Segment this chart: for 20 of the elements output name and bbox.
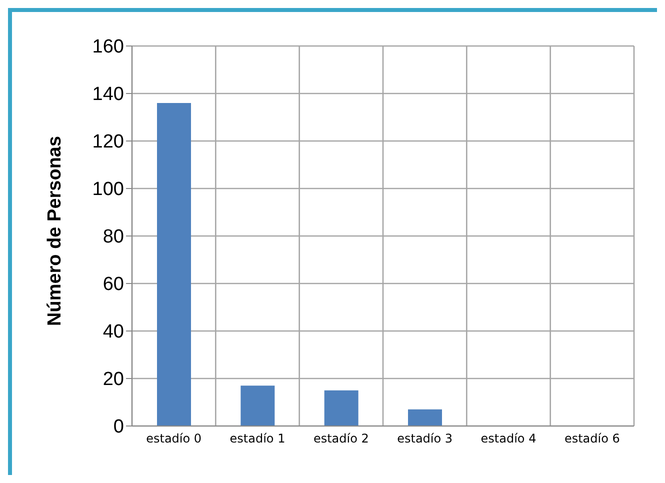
y-tick-label: 80 — [102, 226, 124, 248]
x-tick-label: estadío 6 — [564, 432, 620, 446]
x-tick-label: estadío 3 — [397, 432, 453, 446]
y-tick-label: 100 — [92, 179, 124, 200]
y-tick-label: 60 — [102, 274, 124, 296]
y-tick-label: 40 — [102, 322, 124, 343]
bar — [157, 103, 191, 426]
x-tick-label: estadío 2 — [313, 432, 369, 446]
bar — [240, 386, 275, 426]
y-axis-title: Número de Personas — [44, 136, 66, 326]
y-tick-label: 160 — [92, 36, 124, 58]
y-tick-label: 0 — [113, 416, 124, 438]
y-tick-label: 20 — [102, 369, 124, 390]
x-tick-label: estadío 4 — [480, 432, 536, 446]
x-tick-label: estadío 0 — [146, 432, 202, 446]
bar — [324, 390, 358, 426]
x-tick-label: estadío 1 — [230, 432, 286, 446]
y-tick-label: 140 — [92, 84, 124, 106]
bar — [408, 409, 442, 426]
y-tick-label: 120 — [92, 132, 124, 153]
